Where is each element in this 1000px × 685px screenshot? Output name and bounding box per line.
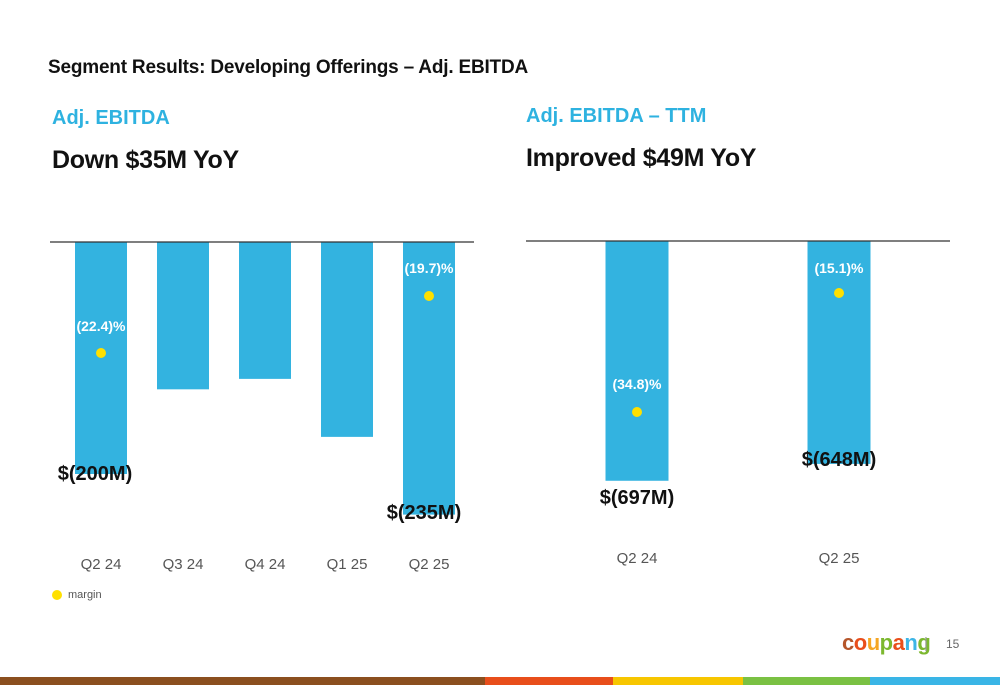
logo-letter: o (853, 630, 867, 655)
margin-label: (34.8)% (612, 376, 662, 392)
value-data-label: $(697M) (600, 487, 674, 509)
left-headline: Down $35M YoY (52, 146, 239, 174)
x-tick-label: Q2 24 (617, 550, 658, 567)
margin-dot (834, 288, 844, 298)
logo-letter: n (904, 630, 918, 655)
legend-label: margin (68, 589, 102, 601)
footer-color-segment (0, 677, 485, 685)
logo-letter: c (842, 630, 854, 655)
left-subtitle: Adj. EBITDA (52, 107, 170, 129)
legend: margin (52, 589, 102, 601)
margin-label: (15.1)% (814, 260, 864, 276)
margin-label: (19.7)% (404, 260, 454, 276)
bar-q3-24 (157, 242, 209, 390)
bar-q4-24 (239, 242, 291, 379)
value-data-label: $(648M) (802, 449, 876, 471)
bar-q1-25 (321, 242, 373, 437)
value-data-label: $(235M) (387, 502, 461, 524)
x-tick-label: Q3 24 (163, 556, 204, 573)
logo-letter: g (917, 630, 931, 655)
right-subtitle: Adj. EBITDA – TTM (526, 105, 707, 127)
value-data-label: $(200M) (58, 463, 132, 485)
bar-q2-25 (403, 242, 455, 515)
margin-dot (632, 407, 642, 417)
right-headline: Improved $49M YoY (526, 144, 757, 172)
margin-dot (96, 348, 106, 358)
page-number: 15 (946, 637, 960, 651)
x-tick-label: Q4 24 (245, 556, 286, 573)
logo-letter: a (892, 630, 905, 655)
footer-separator: | (924, 635, 928, 652)
x-tick-label: Q1 25 (327, 556, 368, 573)
bar-q2-24 (605, 241, 669, 481)
bar-q2-25 (807, 241, 871, 464)
logo-letter: u (866, 630, 880, 655)
coupang-logo: coupang (842, 630, 931, 656)
margin-label: (22.4)% (76, 318, 126, 334)
footer-color-segment (870, 677, 1000, 685)
footer-color-segment (743, 677, 870, 685)
logo-letter: p (879, 630, 893, 655)
x-tick-label: Q2 25 (819, 550, 860, 567)
footer-color-segment (485, 677, 613, 685)
x-tick-label: Q2 25 (409, 556, 450, 573)
page-title: Segment Results: Developing Offerings – … (48, 57, 528, 78)
margin-dot (424, 291, 434, 301)
x-tick-label: Q2 24 (81, 556, 122, 573)
margin-dot-icon (52, 590, 62, 600)
footer-color-bar (0, 677, 1000, 685)
footer-color-segment (613, 677, 743, 685)
